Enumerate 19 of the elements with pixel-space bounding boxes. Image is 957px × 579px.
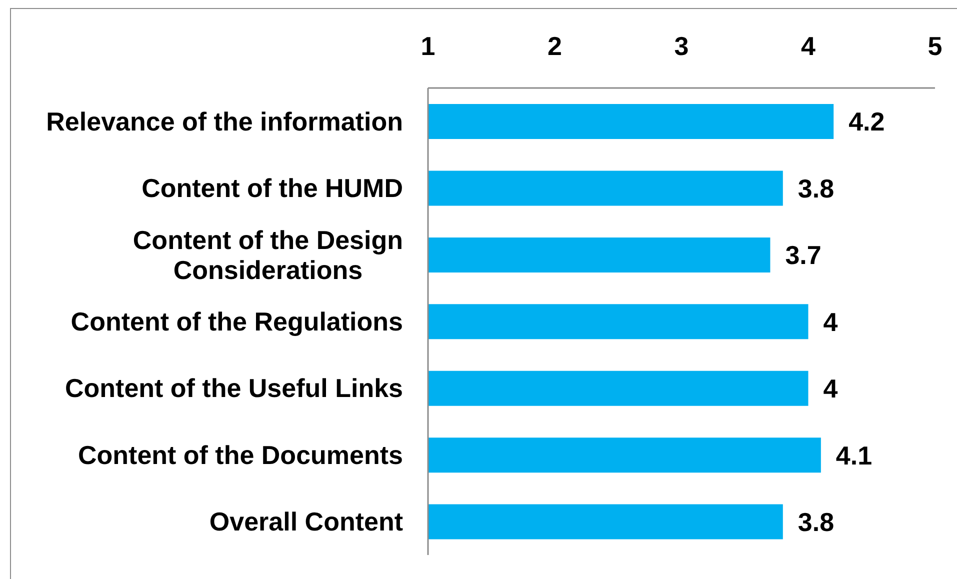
data-label: 3.8: [798, 173, 834, 204]
x-tick-label: 2: [548, 31, 562, 61]
y-tick-label: Relevance of the information: [46, 106, 403, 136]
y-tick-label: Overall Content: [209, 506, 404, 537]
data-label: 4: [823, 306, 838, 337]
x-tick-label: 5: [928, 31, 942, 61]
data-label: 4: [823, 374, 838, 404]
data-label: 3.7: [785, 240, 822, 270]
y-tick-label: Content of the Useful Links: [65, 373, 403, 404]
x-tick-label: 4: [801, 31, 816, 61]
x-tick-label: 1: [420, 31, 436, 61]
y-tick-label: Content of the HUMD: [142, 173, 403, 204]
y-tick-label: Content of the Regulations: [70, 306, 403, 336]
data-label: 4.2: [848, 106, 885, 137]
y-tick-label: Content of the Design Considerations: [132, 224, 403, 285]
x-tick-label: 3: [674, 31, 689, 61]
data-label: 3.8: [798, 507, 834, 538]
y-tick-label: Content of the Documents: [78, 440, 403, 470]
data-label: 4.1: [836, 440, 872, 470]
